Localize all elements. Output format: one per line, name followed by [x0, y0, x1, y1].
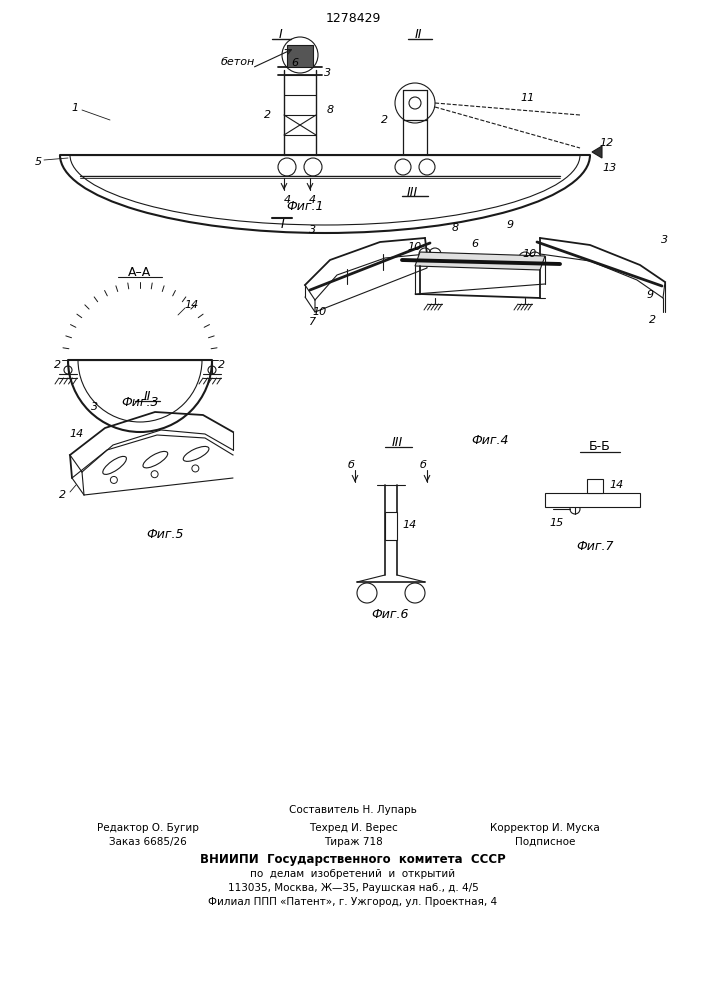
Text: II: II [414, 28, 422, 41]
Text: б: б [348, 460, 354, 470]
Text: 4: 4 [308, 195, 315, 205]
Text: I: I [279, 28, 283, 41]
Ellipse shape [183, 446, 209, 461]
Text: Заказ 6685/26: Заказ 6685/26 [109, 837, 187, 847]
Text: Фиг.3: Фиг.3 [121, 395, 159, 408]
Text: Составитель Н. Лупарь: Составитель Н. Лупарь [289, 805, 417, 815]
Text: 14: 14 [70, 429, 84, 439]
Text: 10: 10 [408, 242, 422, 252]
Text: 9: 9 [646, 290, 653, 300]
Text: 14: 14 [610, 480, 624, 490]
Bar [385, 512, 397, 540]
Text: 3: 3 [91, 402, 98, 412]
Text: III: III [407, 186, 418, 198]
Text: 3: 3 [325, 68, 332, 78]
Ellipse shape [143, 451, 168, 468]
Text: 6: 6 [291, 58, 298, 68]
Text: Б-Б: Б-Б [589, 440, 611, 454]
Text: Фиг.1: Фиг.1 [286, 200, 324, 214]
Text: 8: 8 [327, 105, 334, 115]
Text: по  делам  изобретений  и  открытий: по делам изобретений и открытий [250, 869, 455, 879]
Text: А–А: А–А [129, 265, 151, 278]
Bar [545, 493, 640, 507]
Text: 12: 12 [600, 138, 614, 148]
Ellipse shape [103, 456, 127, 474]
Text: 1: 1 [71, 103, 78, 113]
Text: ВНИИПИ  Государственного  комитета  СССР: ВНИИПИ Государственного комитета СССР [200, 854, 506, 866]
Polygon shape [415, 252, 545, 270]
Text: 1278429: 1278429 [325, 11, 380, 24]
Text: 3: 3 [662, 235, 669, 245]
Text: 11: 11 [521, 93, 535, 103]
Text: 9: 9 [506, 220, 513, 230]
Text: 4: 4 [284, 195, 291, 205]
Text: Фиг.6: Фиг.6 [371, 608, 409, 621]
Text: Подписное: Подписное [515, 837, 575, 847]
Bar [287, 45, 313, 67]
Text: 2: 2 [54, 360, 62, 370]
Text: Фиг.7: Фиг.7 [576, 540, 614, 554]
Text: I: I [281, 219, 285, 232]
Text: III: III [392, 436, 402, 448]
Text: б: б [419, 460, 426, 470]
Text: 3: 3 [310, 225, 317, 235]
Text: 2: 2 [382, 115, 389, 125]
Text: 2: 2 [59, 490, 66, 500]
Text: 14: 14 [185, 300, 199, 310]
Text: бетон: бетон [221, 57, 255, 67]
Text: Фиг.4: Фиг.4 [472, 434, 509, 446]
Text: 2: 2 [264, 110, 271, 120]
Bar [587, 479, 603, 493]
Text: 2: 2 [218, 360, 226, 370]
Text: 13: 13 [603, 163, 617, 173]
Text: 15: 15 [550, 518, 564, 528]
Polygon shape [592, 146, 602, 158]
Text: Техред И. Верес: Техред И. Верес [309, 823, 397, 833]
Text: 14: 14 [403, 520, 417, 530]
Text: Тираж 718: Тираж 718 [324, 837, 382, 847]
Text: 2: 2 [650, 315, 657, 325]
Text: 8: 8 [452, 223, 459, 233]
Text: Филиал ППП «Патент», г. Ужгород, ул. Проектная, 4: Филиал ППП «Патент», г. Ужгород, ул. Про… [209, 897, 498, 907]
Text: 10: 10 [523, 249, 537, 259]
Text: 7: 7 [310, 317, 317, 327]
Text: Фиг.5: Фиг.5 [146, 528, 184, 542]
Text: 5: 5 [35, 157, 42, 167]
Text: Корректор И. Муска: Корректор И. Муска [490, 823, 600, 833]
Text: Редактор О. Бугир: Редактор О. Бугир [97, 823, 199, 833]
Text: 10: 10 [313, 307, 327, 317]
Text: 6: 6 [472, 239, 479, 249]
Text: 113035, Москва, Ж—35, Раушская наб., д. 4/5: 113035, Москва, Ж—35, Раушская наб., д. … [228, 883, 479, 893]
Text: II: II [144, 390, 151, 403]
